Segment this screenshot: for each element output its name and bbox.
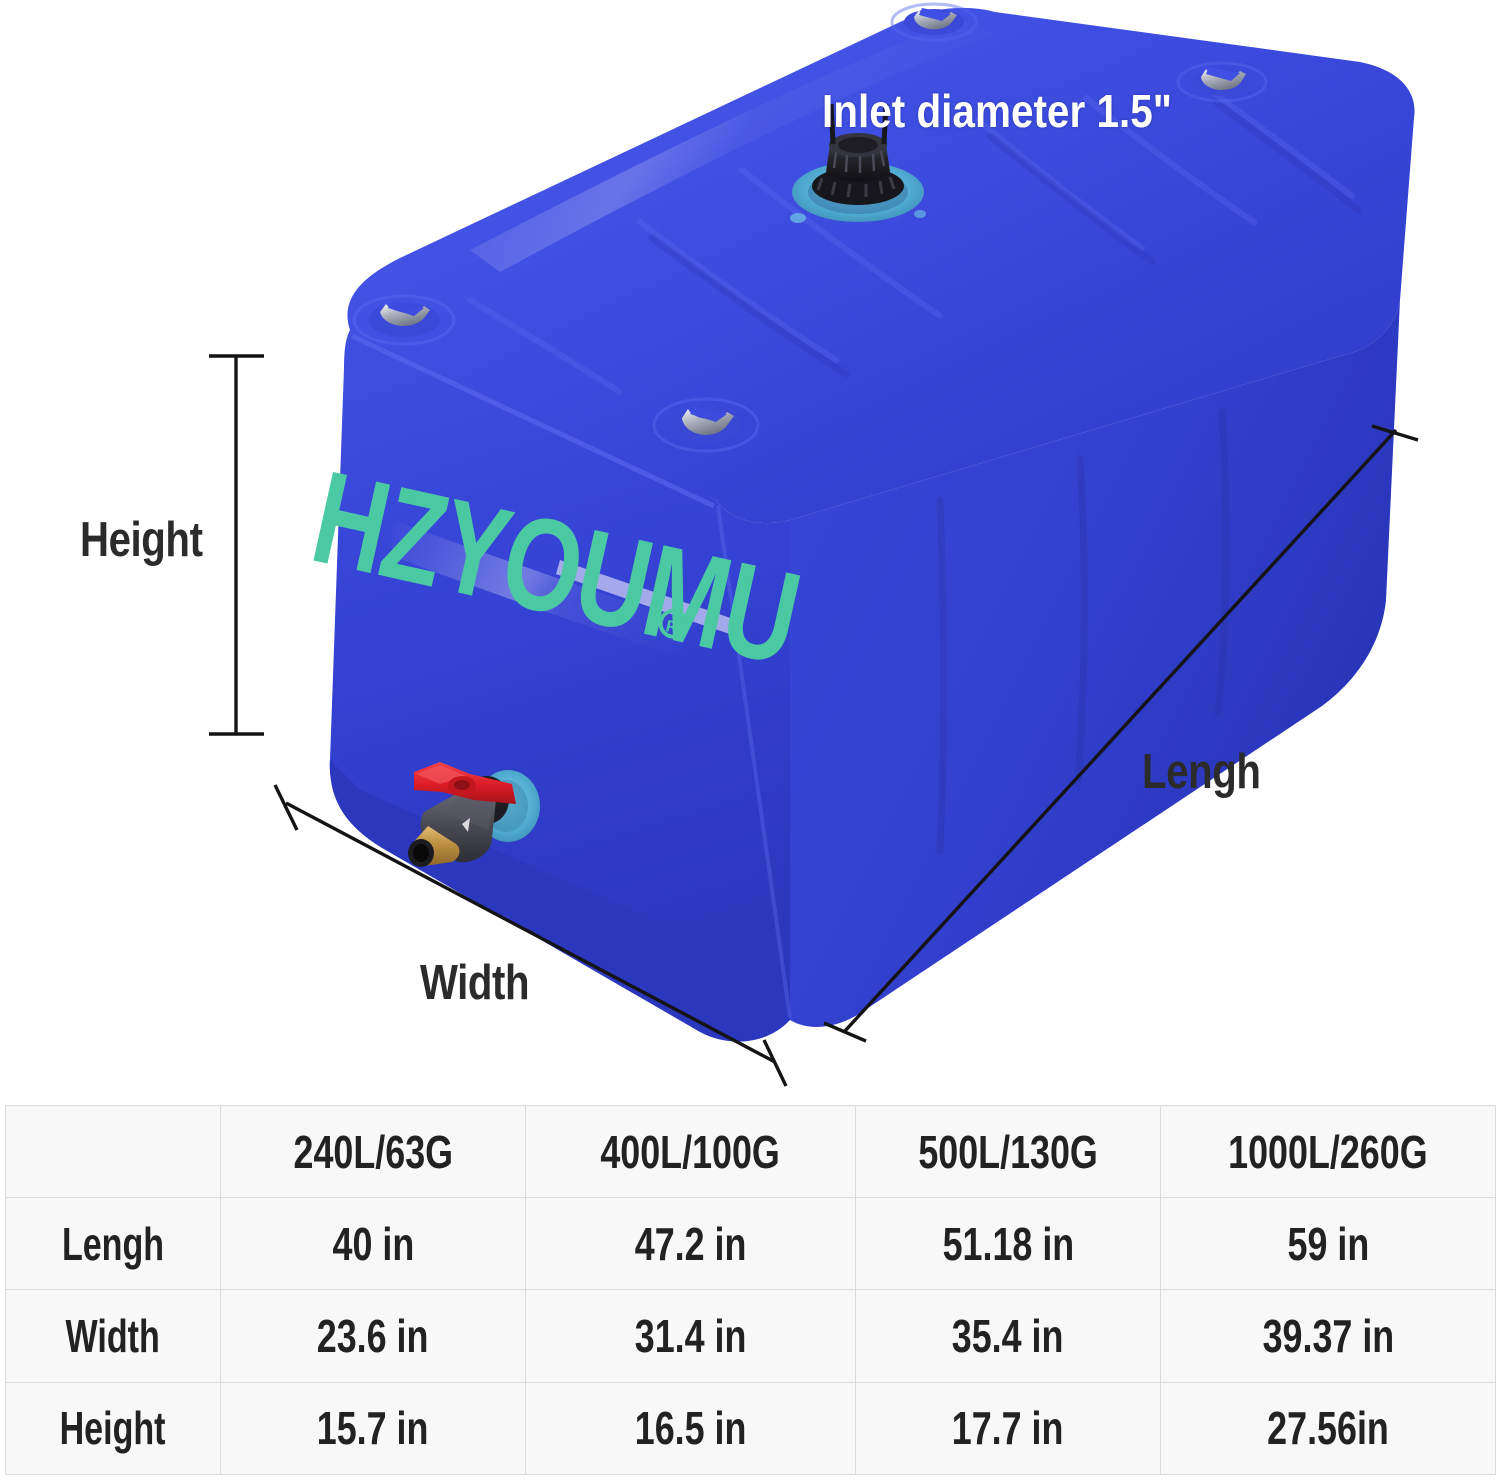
cell-value: 51.18 in bbox=[942, 1217, 1074, 1270]
dimension-length bbox=[823, 424, 1419, 1043]
table-col-header-0: 240L/63G bbox=[220, 1105, 526, 1198]
tank-logo-highlight bbox=[556, 560, 742, 638]
col-header-label: 240L/63G bbox=[293, 1125, 453, 1178]
d-ring-mid bbox=[652, 397, 760, 453]
tank-fold-lines-dark bbox=[648, 98, 1362, 378]
tank-side-creases bbox=[936, 408, 1230, 856]
cell-value: 35.4 in bbox=[952, 1309, 1064, 1362]
row-header-width: Width bbox=[5, 1289, 221, 1383]
cell-value: 23.6 in bbox=[317, 1309, 429, 1362]
annotation-inlet-diameter: Inlet diameter 1.5" bbox=[822, 85, 1172, 137]
dimension-height bbox=[209, 354, 264, 736]
drain-valve-assembly bbox=[408, 762, 540, 867]
table-cell: 35.4 in bbox=[855, 1289, 1161, 1383]
cell-value: 17.7 in bbox=[952, 1402, 1064, 1455]
table-cell: 47.2 in bbox=[525, 1196, 856, 1291]
tank-seam-ridge bbox=[350, 333, 716, 509]
row-header-length: Lengh bbox=[5, 1196, 221, 1291]
table-cell: 15.7 in bbox=[220, 1381, 526, 1476]
table-cell: 27.56in bbox=[1160, 1381, 1496, 1476]
col-header-label: 400L/100G bbox=[600, 1125, 781, 1178]
cell-value: 39.37 in bbox=[1262, 1309, 1394, 1362]
table-cell: 51.18 in bbox=[855, 1196, 1161, 1291]
svg-text:R: R bbox=[664, 616, 680, 637]
d-ring-top-left bbox=[352, 294, 456, 346]
table-cell: 59 in bbox=[1160, 1196, 1496, 1291]
table-col-header-2: 500L/130G bbox=[855, 1105, 1161, 1198]
water-bladder-illustration: HZYOUMU R bbox=[209, 2, 1419, 1087]
table-col-header-1: 400L/100G bbox=[525, 1105, 856, 1198]
cell-value: 15.7 in bbox=[317, 1402, 429, 1455]
inlet-strap-left bbox=[828, 103, 836, 145]
col-header-label: 500L/130G bbox=[918, 1125, 1098, 1178]
tank-seam-ridge-2 bbox=[716, 505, 792, 1019]
table-cell: 40 in bbox=[220, 1196, 526, 1291]
table-cell: 23.6 in bbox=[220, 1289, 526, 1383]
annotation-width: Width bbox=[420, 956, 530, 1010]
table-row: Lengh 40 in 47.2 in 51.18 in 59 in bbox=[5, 1196, 1496, 1291]
table-col-header-3: 1000L/260G bbox=[1160, 1105, 1496, 1198]
cell-value: 40 in bbox=[332, 1217, 414, 1270]
specification-table: 240L/63G 400L/100G 500L/130G 1000L/260G … bbox=[5, 1105, 1496, 1476]
product-figure: HZYOUMU R bbox=[80, 2, 1419, 1087]
tank-side-face bbox=[790, 300, 1400, 1027]
table-header-row: 240L/63G 400L/100G 500L/130G 1000L/260G bbox=[5, 1105, 1496, 1198]
dimension-width bbox=[273, 784, 788, 1087]
tank-top-face bbox=[347, 7, 1415, 524]
table-cell: 16.5 in bbox=[525, 1381, 856, 1476]
d-ring-top-rear-right bbox=[1176, 61, 1268, 103]
table-corner-cell bbox=[5, 1105, 221, 1198]
table-cell: 17.7 in bbox=[855, 1381, 1161, 1476]
tank-fold-lines bbox=[467, 83, 1355, 395]
row-label-text: Width bbox=[65, 1309, 161, 1362]
annotation-height: Height bbox=[80, 513, 203, 567]
cell-value: 27.56in bbox=[1267, 1402, 1389, 1455]
table-row: Height 15.7 in 16.5 in 17.7 in 27.56in bbox=[5, 1381, 1496, 1476]
tank-sheen-top bbox=[470, 20, 995, 272]
col-header-label: 1000L/260G bbox=[1228, 1125, 1428, 1178]
cell-value: 16.5 in bbox=[634, 1402, 747, 1455]
cell-value: 31.4 in bbox=[634, 1309, 747, 1362]
row-label-text: Lengh bbox=[61, 1217, 165, 1270]
tank-sheen bbox=[392, 520, 742, 676]
specification-table-container: 240L/63G 400L/100G 500L/130G 1000L/260G … bbox=[5, 1105, 1496, 1477]
cell-value: 47.2 in bbox=[634, 1217, 747, 1270]
d-ring-top-rear-left bbox=[890, 2, 978, 42]
table-row: Width 23.6 in 31.4 in 35.4 in 39.37 in bbox=[5, 1289, 1496, 1383]
inlet-strap-right bbox=[881, 103, 889, 145]
inlet-cap-assembly bbox=[790, 103, 926, 223]
row-label-text: Height bbox=[60, 1402, 166, 1455]
cell-value: 59 in bbox=[1287, 1217, 1369, 1270]
annotation-length: Lengh bbox=[1142, 745, 1261, 799]
table-cell: 39.37 in bbox=[1160, 1289, 1496, 1383]
table-cell: 31.4 in bbox=[525, 1289, 856, 1383]
dimension-lines bbox=[209, 354, 1419, 1087]
row-header-height: Height bbox=[5, 1381, 221, 1476]
